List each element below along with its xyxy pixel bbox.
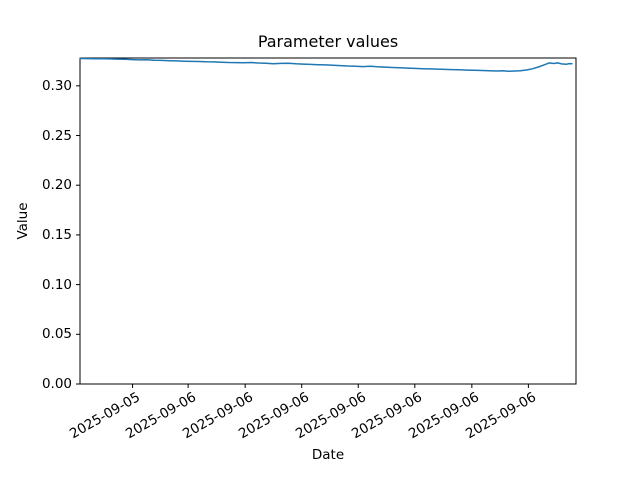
x-axis-label: Date — [311, 447, 345, 463]
y-tick-label: 0.25 — [41, 127, 72, 144]
chart-title: Parameter values — [257, 32, 399, 51]
y-tick-label: 0.20 — [41, 177, 72, 194]
y-tick-label: 0.00 — [41, 376, 72, 392]
y-tick-label: 0.15 — [41, 226, 72, 243]
y-tick-label: 0.05 — [41, 326, 72, 343]
axes-spines — [79, 57, 577, 385]
y-tick-label: 0.10 — [41, 276, 72, 293]
data-line — [79, 57, 573, 73]
y-tick-label: 0.30 — [41, 77, 72, 94]
